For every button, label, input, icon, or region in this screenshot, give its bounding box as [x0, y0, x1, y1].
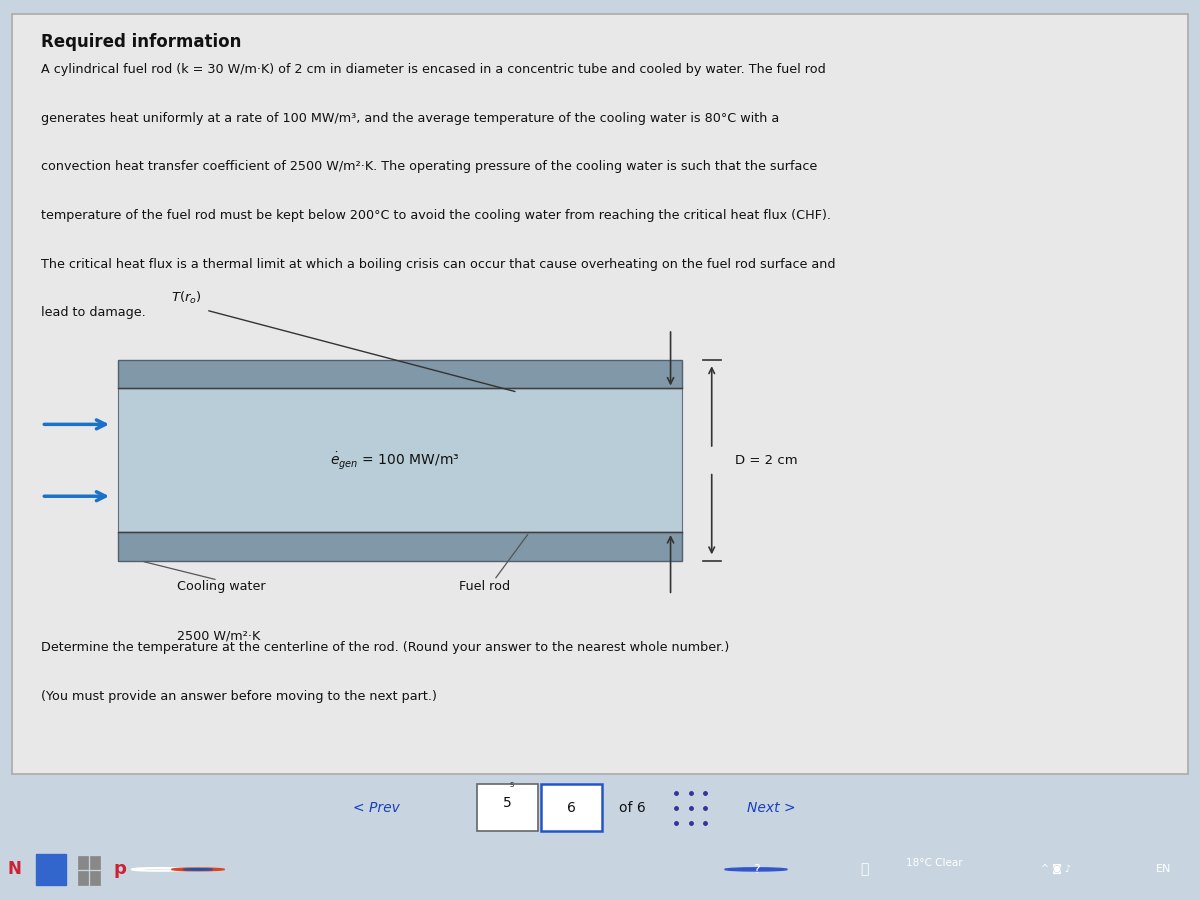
Text: p: p — [114, 860, 126, 878]
Text: 5: 5 — [503, 796, 511, 810]
Text: A cylindrical fuel rod (k = 30 W/m·K) of 2 cm in diameter is encased in a concen: A cylindrical fuel rod (k = 30 W/m·K) of… — [42, 63, 826, 76]
FancyBboxPatch shape — [90, 871, 100, 885]
Text: ?: ? — [752, 863, 760, 876]
Bar — [118, 359, 683, 389]
Text: Cooling water: Cooling water — [176, 580, 265, 593]
Text: 6: 6 — [568, 801, 576, 814]
FancyBboxPatch shape — [541, 784, 602, 832]
Text: ^ ◙ ♪: ^ ◙ ♪ — [1040, 864, 1072, 875]
Text: N: N — [7, 860, 22, 878]
Text: Next >: Next > — [746, 801, 796, 814]
Circle shape — [725, 868, 787, 871]
Text: The critical heat flux is a thermal limit at which a boiling crisis can occur th: The critical heat flux is a thermal limi… — [42, 257, 836, 271]
FancyBboxPatch shape — [476, 784, 538, 832]
Text: lead to damage.: lead to damage. — [42, 306, 146, 319]
Text: 2500 W/m²·K: 2500 W/m²·K — [176, 629, 260, 643]
Circle shape — [172, 868, 224, 870]
Text: $\dot{e}_{gen}$ = 100 MW/m³: $\dot{e}_{gen}$ = 100 MW/m³ — [330, 450, 458, 471]
Circle shape — [184, 868, 212, 870]
Text: D = 2 cm: D = 2 cm — [736, 454, 798, 467]
FancyBboxPatch shape — [36, 854, 66, 885]
Bar — [118, 532, 683, 561]
Text: < Prev: < Prev — [353, 801, 400, 814]
Text: Required information: Required information — [42, 32, 241, 50]
Text: 18°C Clear: 18°C Clear — [906, 859, 962, 868]
Text: EN: EN — [1157, 864, 1171, 875]
FancyBboxPatch shape — [78, 871, 88, 885]
Text: generates heat uniformly at a rate of 100 MW/m³, and the average temperature of : generates heat uniformly at a rate of 10… — [42, 112, 780, 124]
FancyBboxPatch shape — [78, 856, 88, 869]
Text: (You must provide an answer before moving to the next part.): (You must provide an answer before movin… — [42, 690, 437, 703]
Text: Fuel rod: Fuel rod — [458, 580, 510, 593]
Text: 🌙: 🌙 — [860, 862, 868, 877]
Text: Determine the temperature at the centerline of the rod. (Round your answer to th: Determine the temperature at the centerl… — [42, 641, 730, 654]
Text: s: s — [510, 779, 514, 788]
Bar — [118, 389, 683, 532]
Text: $T(r_o)$: $T(r_o)$ — [170, 290, 202, 306]
Text: convection heat transfer coefficient of 2500 W/m²·K. The operating pressure of t: convection heat transfer coefficient of … — [42, 160, 817, 174]
FancyBboxPatch shape — [90, 856, 100, 869]
Text: of 6: of 6 — [619, 801, 646, 814]
Text: temperature of the fuel rod must be kept below 200°C to avoid the cooling water : temperature of the fuel rod must be kept… — [42, 209, 832, 222]
